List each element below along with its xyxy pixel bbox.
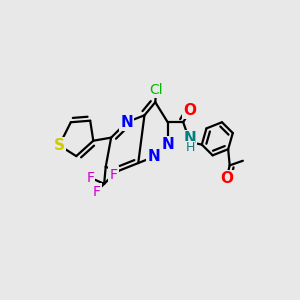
Text: O: O bbox=[220, 171, 233, 186]
Text: O: O bbox=[184, 103, 197, 118]
Text: N: N bbox=[161, 137, 174, 152]
Text: H: H bbox=[185, 141, 195, 154]
Text: Cl: Cl bbox=[149, 83, 163, 97]
Text: F: F bbox=[92, 184, 101, 199]
Text: N: N bbox=[120, 115, 133, 130]
Text: F: F bbox=[86, 171, 94, 185]
Text: F: F bbox=[110, 168, 118, 182]
Text: N: N bbox=[147, 149, 160, 164]
Text: S: S bbox=[54, 138, 65, 153]
Text: N: N bbox=[184, 131, 197, 146]
